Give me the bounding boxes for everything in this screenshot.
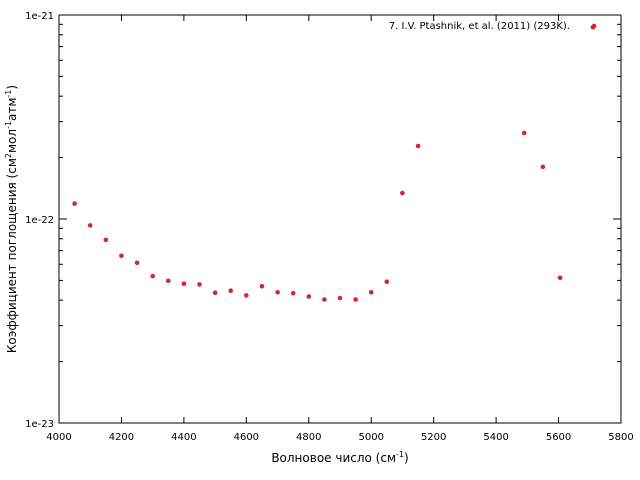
y-axis-title: Коэффициент поглощения (см2мол-1атм-1): [4, 85, 19, 353]
x-tick-label: 4800: [296, 432, 321, 443]
data-point: [353, 297, 358, 302]
data-point: [181, 281, 187, 287]
data-point: [166, 278, 171, 284]
data-points: [72, 25, 596, 302]
legend: 7. I.V. Ptashnik, et al. (2011) (293K).: [389, 21, 597, 32]
x-tick-label: 4000: [46, 432, 71, 443]
data-point: [134, 260, 140, 266]
x-tick-label: 5000: [358, 432, 383, 443]
x-tick-label: 5200: [421, 432, 446, 443]
data-point: [400, 190, 405, 196]
data-point: [368, 290, 374, 295]
y-tick-label: 1e-21: [25, 11, 54, 22]
data-point: [259, 284, 265, 289]
data-point: [103, 237, 109, 243]
data-point: [150, 273, 155, 279]
data-point: [212, 290, 218, 296]
data-point: [87, 223, 93, 228]
data-point: [72, 201, 77, 206]
data-point: [337, 295, 343, 301]
data-point: [228, 288, 233, 294]
data-point: [521, 130, 527, 136]
data-point: [557, 275, 563, 281]
data-point: [540, 164, 546, 170]
data-point: [119, 253, 124, 259]
data-point: [197, 282, 202, 287]
x-tick-label: 4400: [171, 432, 196, 443]
x-tick-label: 5400: [483, 432, 508, 443]
y-tick-label: 1e-23: [25, 419, 54, 430]
data-point: [275, 290, 280, 295]
data-point: [415, 143, 421, 149]
data-point: [322, 297, 327, 302]
y-tick-label: 1e-22: [25, 215, 54, 226]
data-point: [306, 294, 312, 299]
legend-marker: [591, 23, 597, 29]
x-tick-label: 5800: [608, 432, 633, 443]
x-ticks: 4000 4200 4400 4600 4800 5000 5200 5400 5600 5800: [46, 15, 634, 443]
x-tick-label: 4200: [109, 432, 134, 443]
plot-frame: [58, 14, 622, 424]
x-tick-label: 4600: [234, 432, 259, 443]
data-point: [290, 290, 296, 296]
x-tick-label: 5600: [546, 432, 571, 443]
data-point: [244, 293, 249, 298]
data-point: [384, 279, 390, 285]
x-axis-title: Волновое число (см-1): [271, 450, 408, 465]
y-ticks: 1e-23 1e-22 1e-21: [25, 11, 621, 430]
legend-label: 7. I.V. Ptashnik, et al. (2011) (293K).: [389, 21, 570, 32]
